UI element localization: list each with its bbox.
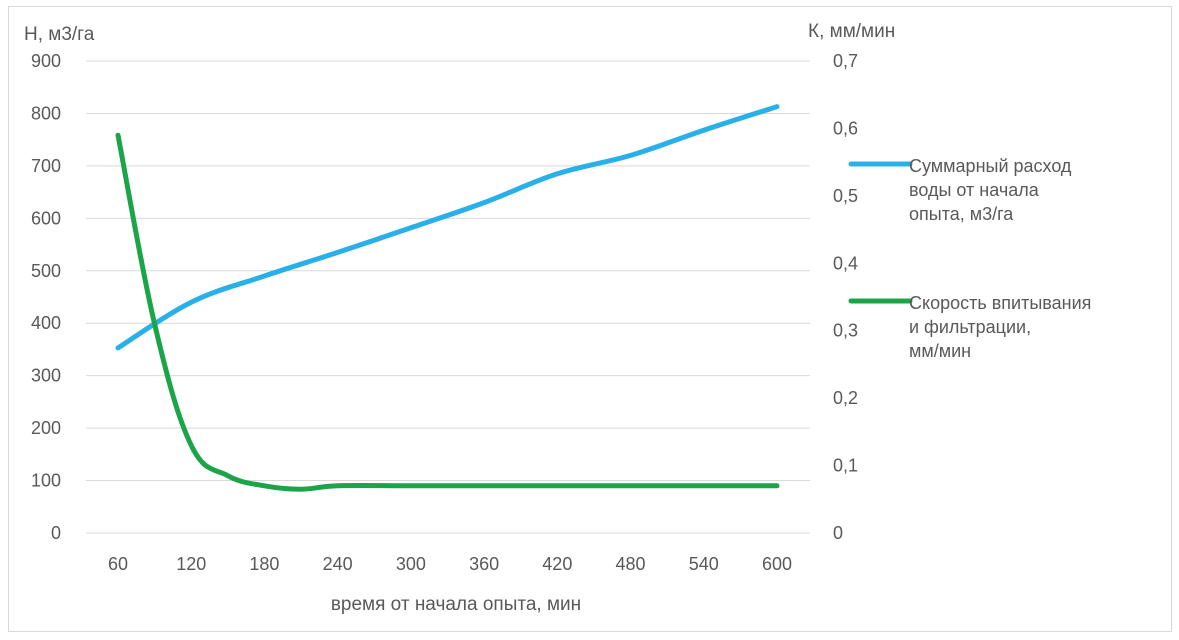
legend-label-line: опыта, м3/га bbox=[909, 204, 1014, 224]
x-tick-label: 360 bbox=[469, 554, 499, 574]
y-right-tick-label: 0,1 bbox=[833, 456, 858, 476]
x-tick-label: 540 bbox=[689, 554, 719, 574]
y-left-tick-label: 900 bbox=[31, 51, 61, 71]
legend-label-line: Суммарный расход bbox=[909, 156, 1072, 176]
y-right-tick-label: 0,7 bbox=[833, 51, 858, 71]
y-left-tick-label: 700 bbox=[31, 156, 61, 176]
chart-area bbox=[8, 6, 1172, 632]
gridlines bbox=[86, 60, 810, 534]
x-tick-label: 300 bbox=[396, 554, 426, 574]
x-tick-label: 480 bbox=[616, 554, 646, 574]
legend-label-line: Скорость впитывания bbox=[909, 293, 1091, 313]
y-left-tick-label: 200 bbox=[31, 418, 61, 438]
y-right-tick-label: 0,3 bbox=[833, 321, 858, 341]
right-axis-ticks: 0 0,1 0,2 0,3 0,4 0,5 0,6 0,7 bbox=[833, 51, 858, 543]
legend-label-line: и фильтрации, bbox=[909, 317, 1031, 337]
legend: Суммарный расход воды от начала опыта, м3/… bbox=[848, 156, 1091, 361]
y-right-tick-label: 0,2 bbox=[833, 388, 858, 408]
x-tick-label: 180 bbox=[249, 554, 279, 574]
y-left-tick-label: 500 bbox=[31, 261, 61, 281]
y-left-tick-label: 300 bbox=[31, 366, 61, 386]
y-right-tick-label: 0,5 bbox=[833, 186, 858, 206]
x-tick-label: 420 bbox=[542, 554, 572, 574]
legend-label-line: воды от начала bbox=[909, 180, 1040, 200]
y-left-axis-title: Н, м3/га bbox=[24, 24, 95, 45]
y-left-tick-label: 0 bbox=[51, 523, 61, 543]
series-line-infiltration-rate bbox=[115, 132, 780, 492]
y-right-tick-label: 0 bbox=[833, 523, 843, 543]
y-right-tick-label: 0,4 bbox=[833, 253, 858, 273]
x-axis-ticks: 60 120 180 240 300 360 420 480 540 600 bbox=[108, 554, 792, 574]
x-axis-title: время от начала опыта, мин bbox=[331, 594, 581, 615]
legend-label-line: мм/мин bbox=[909, 341, 971, 361]
y-left-tick-label: 600 bbox=[31, 208, 61, 228]
y-left-tick-label: 100 bbox=[31, 471, 61, 491]
x-tick-label: 60 bbox=[108, 554, 128, 574]
x-tick-label: 240 bbox=[323, 554, 353, 574]
x-tick-label: 600 bbox=[762, 554, 792, 574]
y-left-tick-label: 400 bbox=[31, 313, 61, 333]
left-axis-ticks: 0 100 200 300 400 500 600 700 800 900 bbox=[31, 51, 61, 543]
series-line-water-consumption bbox=[115, 104, 780, 351]
series-lines bbox=[115, 104, 780, 492]
y-right-axis-title: К, мм/мин bbox=[808, 21, 895, 42]
y-right-tick-label: 0,6 bbox=[833, 118, 858, 138]
x-tick-label: 120 bbox=[176, 554, 206, 574]
y-left-tick-label: 800 bbox=[31, 103, 61, 123]
